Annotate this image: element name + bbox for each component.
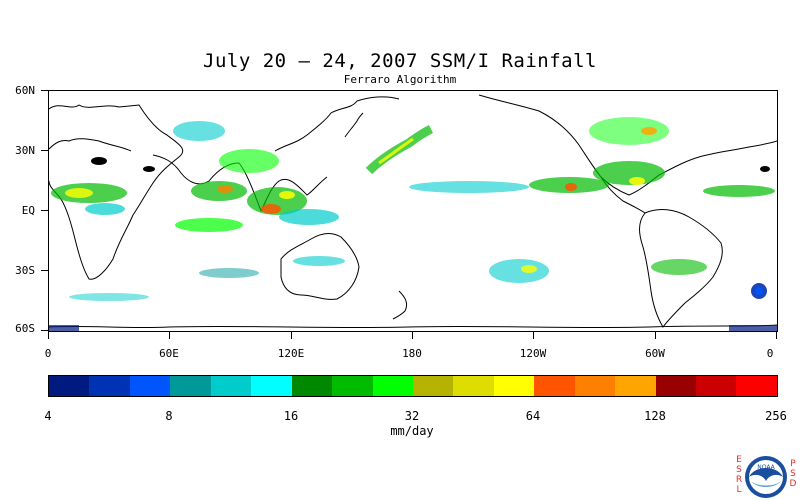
lon-tick [48, 331, 49, 339]
lon-tick [412, 331, 413, 339]
lon-label-0: 0 [44, 347, 52, 360]
lon-label-60w: 60W [645, 347, 665, 360]
colorbar-segment [412, 376, 454, 396]
lon-label-120w: 120W [519, 347, 547, 360]
colorbar-segment [332, 376, 373, 396]
lon-tick [291, 331, 292, 339]
lat-label-30n: 30N [15, 144, 35, 157]
rainfall-patches [49, 117, 777, 331]
lon-tick [655, 331, 656, 339]
colorbar-label: 128 [644, 409, 666, 423]
map-plot [48, 94, 778, 331]
map-title: July 20 – 24, 2007 SSM/I Rainfall [203, 50, 597, 72]
colorbar-label: 64 [525, 409, 541, 423]
lon-label-120e: 120E [277, 347, 305, 360]
lat-tick [41, 210, 48, 211]
lat-tick [41, 270, 48, 271]
lon-tick [533, 331, 534, 339]
lat-tick [41, 90, 48, 91]
rainfall-map [48, 90, 778, 332]
colorbar-segment [170, 376, 211, 396]
colorbar-segment [615, 376, 656, 396]
colorbar-segment [534, 376, 575, 396]
logo-right-letters: P S D [789, 459, 797, 489]
logo-left-letters: E S R L [735, 455, 743, 495]
lat-label-30s: 30S [15, 264, 35, 277]
colorbar [48, 375, 778, 397]
logo-badge-text: NOAA [757, 464, 775, 471]
colorbar-segment [210, 376, 252, 396]
lat-tick [41, 150, 48, 151]
colorbar-segment [493, 376, 535, 396]
colorbar-segment [655, 376, 696, 396]
colorbar-segment [736, 376, 777, 396]
colorbar-segment [89, 376, 130, 396]
colorbar-segment [49, 376, 90, 396]
lat-tick [41, 330, 48, 331]
colorbar-segment [291, 376, 333, 396]
colorbar-segment [129, 376, 171, 396]
lat-label-eq: EQ [21, 204, 35, 217]
lon-tick [776, 331, 777, 339]
lat-label-60s: 60S [15, 322, 35, 335]
colorbar-segment [696, 376, 737, 396]
lon-tick [169, 331, 170, 339]
colorbar-units: mm/day [390, 424, 434, 438]
colorbar-segment [372, 376, 413, 396]
colorbar-segment [574, 376, 616, 396]
colorbar-label: 8 [165, 409, 173, 423]
coastlines [48, 94, 778, 329]
colorbar-label: 16 [283, 409, 299, 423]
colorbar-segment [251, 376, 292, 396]
lon-label-180: 180 [402, 347, 422, 360]
colorbar-segment [453, 376, 494, 396]
lat-label-60n: 60N [15, 84, 35, 97]
lon-label-60e: 60E [159, 347, 179, 360]
colorbar-label: 32 [404, 409, 420, 423]
colorbar-label: 4 [44, 409, 52, 423]
map-subtitle: Ferraro Algorithm [343, 73, 457, 86]
colorbar-label: 256 [765, 409, 787, 423]
lon-label-0-east: 0 [766, 347, 774, 360]
noaa-logo-icon: NOAA [745, 456, 787, 498]
